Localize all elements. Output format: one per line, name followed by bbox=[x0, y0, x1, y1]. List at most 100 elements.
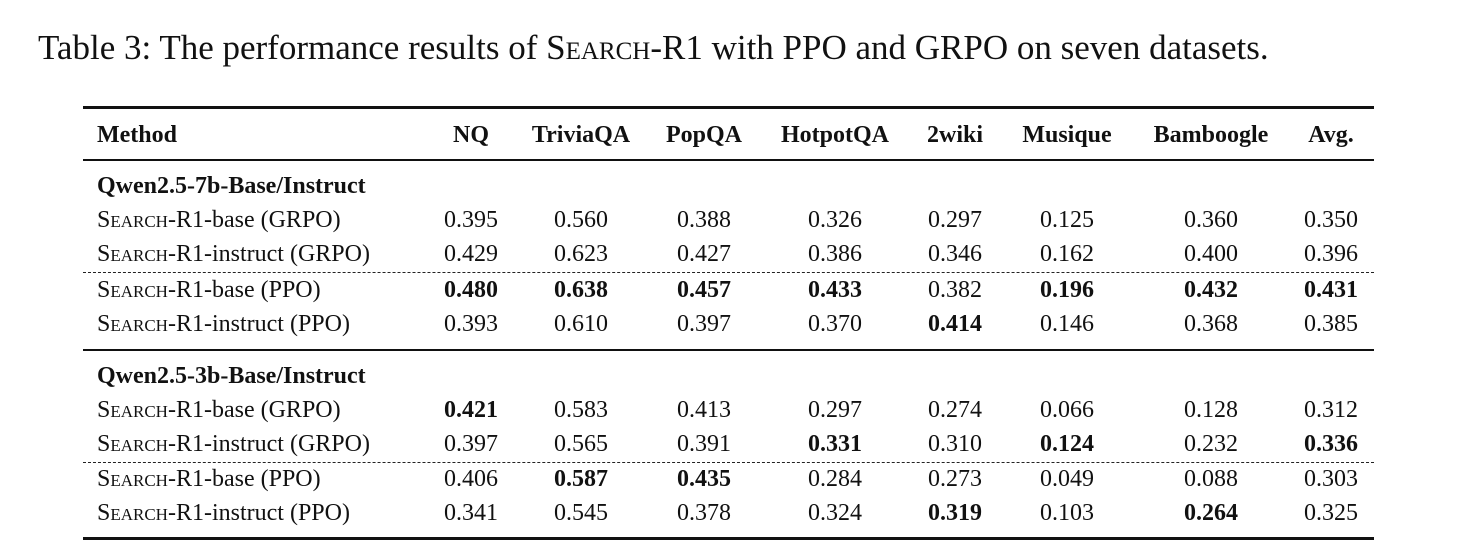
table-cell-value: 0.232 bbox=[1184, 431, 1238, 457]
table-cell-value: 0.146 bbox=[1040, 311, 1094, 337]
method-name: Search-R1-base (GRPO) bbox=[97, 395, 341, 425]
column-header-method: Method bbox=[97, 122, 177, 148]
table-cell-value: 0.310 bbox=[928, 431, 982, 457]
table-cell-value: 0.397 bbox=[677, 311, 731, 337]
table-cell-value: 0.429 bbox=[444, 241, 498, 267]
table-cell-value: 0.088 bbox=[1184, 466, 1238, 492]
method-name: Search-R1-instruct (PPO) bbox=[97, 498, 350, 528]
table-cell-value: 0.386 bbox=[808, 241, 862, 267]
table-cell-value: 0.124 bbox=[1040, 431, 1094, 457]
table-cell-value: 0.049 bbox=[1040, 466, 1094, 492]
table-cell-value: 0.360 bbox=[1184, 207, 1238, 233]
group-title: Qwen2.5-3b-Base/Instruct bbox=[97, 363, 366, 389]
table-cell-value: 0.393 bbox=[444, 311, 498, 337]
table-cell-value: 0.388 bbox=[677, 207, 731, 233]
dashed-separator-group-1 bbox=[83, 272, 1374, 273]
table-cell-value: 0.312 bbox=[1304, 397, 1358, 423]
table-cell-value: 0.400 bbox=[1184, 241, 1238, 267]
table-cell-value: 0.297 bbox=[928, 207, 982, 233]
method-name-rest: -R1-base (GRPO) bbox=[167, 207, 341, 233]
column-header-avg: Avg. bbox=[1308, 122, 1354, 148]
table-cell-value: 0.125 bbox=[1040, 207, 1094, 233]
method-name-smallcaps: Search bbox=[97, 397, 168, 423]
method-name-smallcaps: Search bbox=[97, 207, 168, 233]
table-cell-value: 0.432 bbox=[1184, 277, 1238, 303]
group-separator-rule bbox=[83, 349, 1374, 351]
table-cell-value: 0.162 bbox=[1040, 241, 1094, 267]
table-cell-value: 0.103 bbox=[1040, 500, 1094, 526]
method-name-smallcaps: Search bbox=[97, 466, 168, 492]
table-cell-value: 0.431 bbox=[1304, 277, 1358, 303]
table-cell-value: 0.128 bbox=[1184, 397, 1238, 423]
method-name-rest: -R1-base (GRPO) bbox=[167, 397, 341, 423]
table-cell-value: 0.587 bbox=[554, 466, 608, 492]
method-name-rest: -R1-instruct (PPO) bbox=[167, 500, 350, 526]
table-cell-value: 0.406 bbox=[444, 466, 498, 492]
caption-method-rest: -R1 bbox=[650, 28, 703, 67]
table-cell-value: 0.421 bbox=[444, 397, 498, 423]
table-cell-value: 0.325 bbox=[1304, 500, 1358, 526]
column-header-triviaqa: TriviaQA bbox=[531, 122, 631, 148]
column-header-bamboogle: Bamboogle bbox=[1153, 122, 1269, 148]
method-name-rest: -R1-base (PPO) bbox=[167, 466, 321, 492]
table-cell-value: 0.427 bbox=[677, 241, 731, 267]
table-cell-value: 0.391 bbox=[677, 431, 731, 457]
table-cell-value: 0.370 bbox=[808, 311, 862, 337]
method-name: Search-R1-base (GRPO) bbox=[97, 205, 341, 235]
table-cell-value: 0.350 bbox=[1304, 207, 1358, 233]
table-cell-value: 0.326 bbox=[808, 207, 862, 233]
table-cell-value: 0.274 bbox=[928, 397, 982, 423]
table-cell-value: 0.319 bbox=[928, 500, 982, 526]
caption-suffix: with PPO and GRPO on seven datasets. bbox=[702, 28, 1269, 67]
caption-method-smallcaps: Search bbox=[546, 28, 651, 67]
table-cell-value: 0.397 bbox=[444, 431, 498, 457]
table-caption: Table 3: The performance results of Sear… bbox=[38, 28, 1269, 68]
table-cell-value: 0.273 bbox=[928, 466, 982, 492]
top-rule bbox=[83, 106, 1374, 109]
table-cell-value: 0.545 bbox=[554, 500, 608, 526]
dashed-separator-group-2 bbox=[83, 462, 1374, 463]
table-cell-value: 0.638 bbox=[554, 277, 608, 303]
table-cell-value: 0.395 bbox=[444, 207, 498, 233]
method-name-smallcaps: Search bbox=[97, 311, 168, 337]
table-cell-value: 0.196 bbox=[1040, 277, 1094, 303]
method-name: Search-R1-instruct (GRPO) bbox=[97, 239, 370, 269]
method-name-rest: -R1-base (PPO) bbox=[167, 277, 321, 303]
table-cell-value: 0.324 bbox=[808, 500, 862, 526]
column-header-hotpotqa: HotpotQA bbox=[781, 122, 889, 148]
table-cell-value: 0.385 bbox=[1304, 311, 1358, 337]
table-cell-value: 0.284 bbox=[808, 466, 862, 492]
table-cell-value: 0.560 bbox=[554, 207, 608, 233]
table-cell-value: 0.331 bbox=[808, 431, 862, 457]
method-name-smallcaps: Search bbox=[97, 241, 168, 267]
method-name: Search-R1-base (PPO) bbox=[97, 464, 321, 494]
method-name-rest: -R1-instruct (GRPO) bbox=[167, 431, 370, 457]
column-header-nq: NQ bbox=[453, 122, 489, 148]
column-header-musique: Musique bbox=[1022, 122, 1112, 148]
table-cell-value: 0.297 bbox=[808, 397, 862, 423]
table-cell-value: 0.346 bbox=[928, 241, 982, 267]
table-cell-value: 0.610 bbox=[554, 311, 608, 337]
table-cell-value: 0.565 bbox=[554, 431, 608, 457]
method-name: Search-R1-base (PPO) bbox=[97, 275, 321, 305]
table-cell-value: 0.264 bbox=[1184, 500, 1238, 526]
column-header-2wiki: 2wiki bbox=[926, 122, 984, 148]
method-name-smallcaps: Search bbox=[97, 431, 168, 457]
table-cell-value: 0.623 bbox=[554, 241, 608, 267]
table-cell-value: 0.457 bbox=[677, 277, 731, 303]
table-cell-value: 0.480 bbox=[444, 277, 498, 303]
method-name: Search-R1-instruct (PPO) bbox=[97, 309, 350, 339]
table-cell-value: 0.336 bbox=[1304, 431, 1358, 457]
group-title: Qwen2.5-7b-Base/Instruct bbox=[97, 173, 366, 199]
header-rule bbox=[83, 159, 1374, 161]
table-cell-value: 0.378 bbox=[677, 500, 731, 526]
table-cell-value: 0.583 bbox=[554, 397, 608, 423]
table-cell-value: 0.433 bbox=[808, 277, 862, 303]
table-cell-value: 0.414 bbox=[928, 311, 982, 337]
column-header-popqa: PopQA bbox=[665, 122, 743, 148]
method-name-rest: -R1-instruct (GRPO) bbox=[167, 241, 370, 267]
method-name-smallcaps: Search bbox=[97, 277, 168, 303]
caption-prefix: Table 3: The performance results of bbox=[38, 28, 547, 67]
table-cell-value: 0.396 bbox=[1304, 241, 1358, 267]
table-cell-value: 0.066 bbox=[1040, 397, 1094, 423]
